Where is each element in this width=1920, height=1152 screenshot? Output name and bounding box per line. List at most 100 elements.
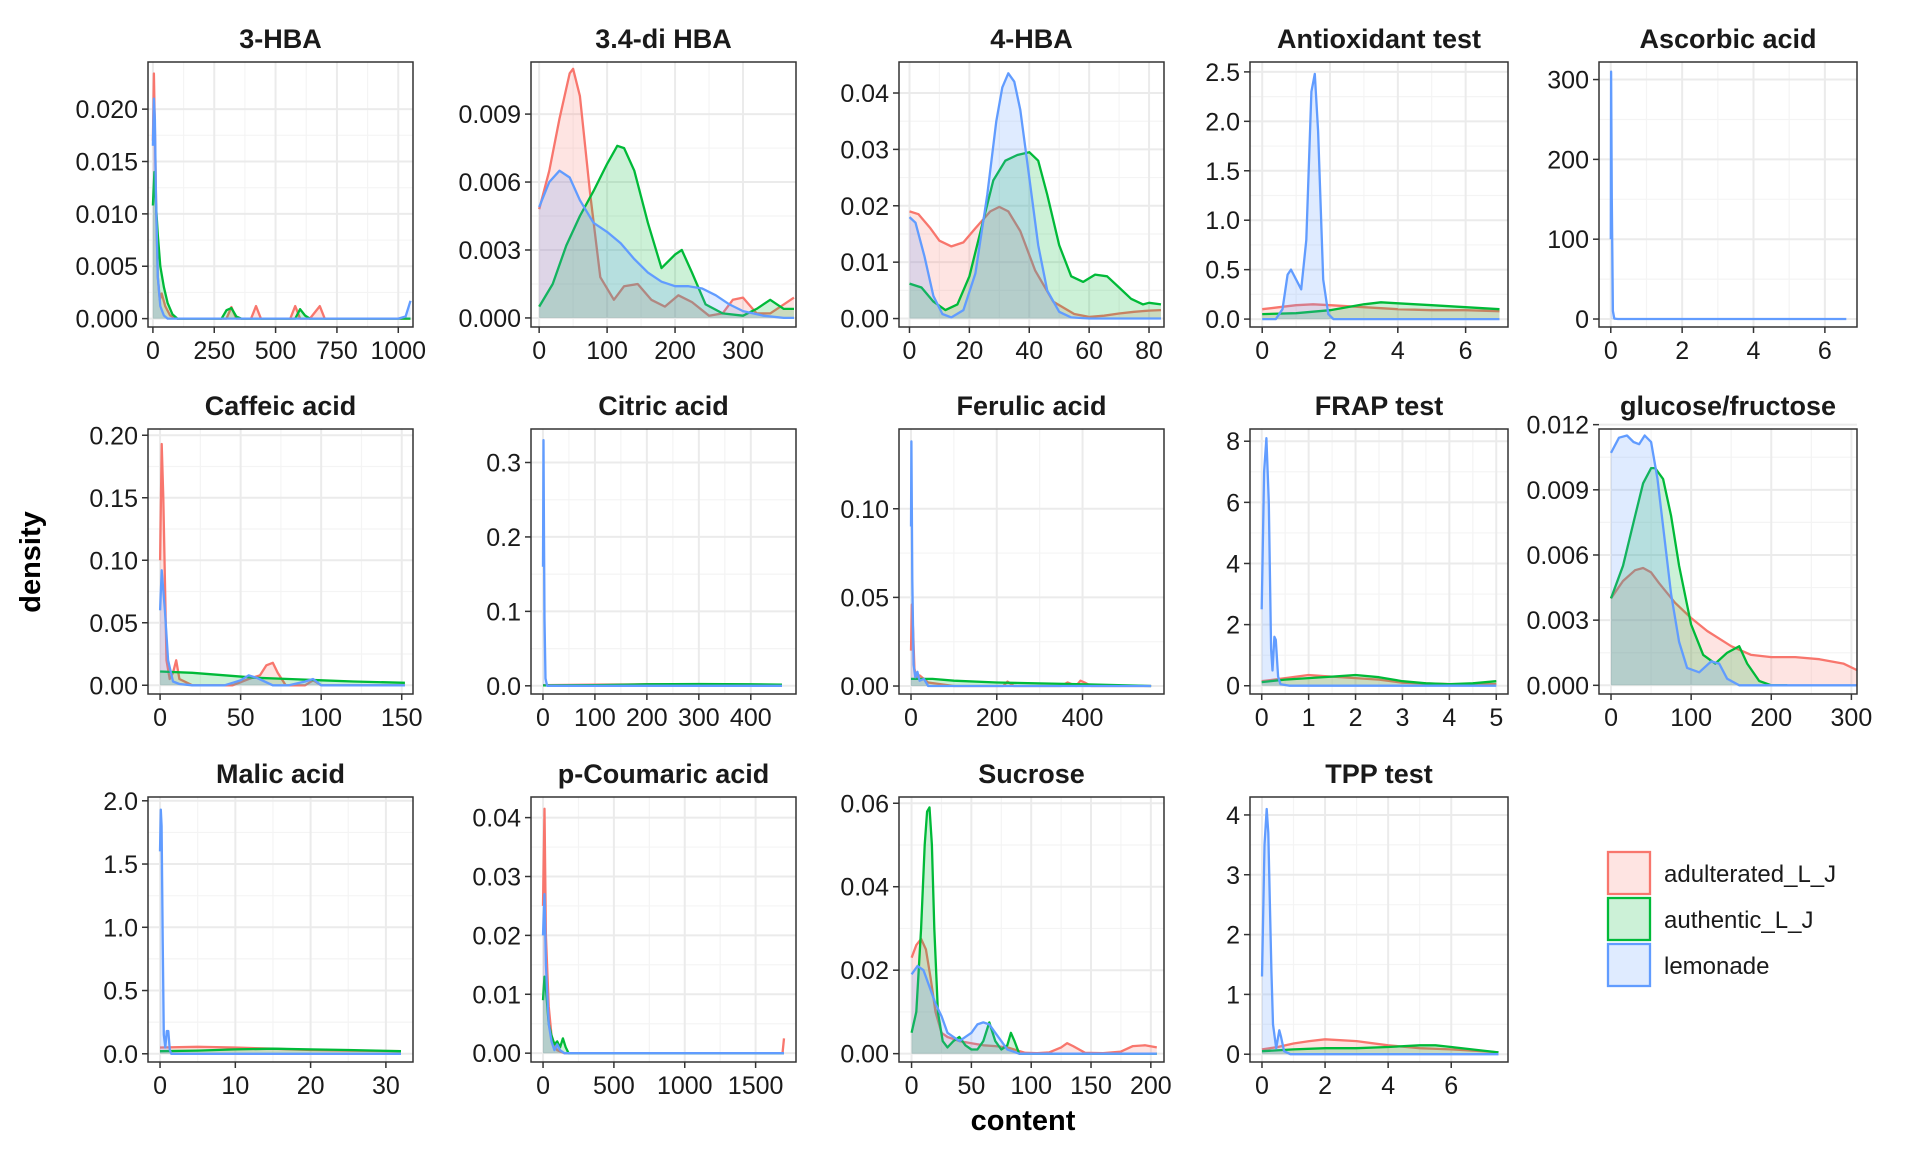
density-area-authentic-l-j — [1262, 1045, 1499, 1055]
panel-title: Caffeic acid — [205, 391, 357, 421]
density-line-authentic-l-j — [910, 806, 1157, 1055]
y-tick-label: 0.000 — [1526, 672, 1589, 700]
density-line-authentic-l-j — [160, 670, 405, 684]
x-tick-label: 400 — [1062, 704, 1104, 732]
panel-ferulic-acid: 0 200 400 0.00 0.05 0.10 Ferulic acid — [840, 391, 1165, 732]
y-tick-label: 1.0 — [103, 914, 138, 942]
x-tick-label: 200 — [1750, 704, 1792, 732]
x-tick-label: 20 — [955, 337, 983, 365]
y-tick-label: 8 — [1226, 428, 1240, 456]
y-tick-label: 0.05 — [840, 584, 889, 612]
density-line-lemonade — [538, 169, 794, 320]
y-tick-label: 0.009 — [1526, 477, 1589, 505]
x-tick-label: 0 — [146, 337, 160, 365]
series-group — [910, 806, 1157, 1055]
y-tick-label: 0.03 — [472, 864, 521, 892]
y-tick-label: 1.0 — [1205, 207, 1240, 235]
density-area-authentic-l-j — [909, 152, 1161, 319]
y-tick-label: 0.20 — [89, 422, 138, 450]
panel-border — [147, 61, 414, 328]
y-tick-label: 1 — [1226, 981, 1240, 1009]
y-tick-label: 300 — [1547, 67, 1589, 95]
x-tick-label: 1 — [1302, 704, 1316, 732]
density-line-authentic-l-j — [1262, 301, 1500, 316]
density-line-adulterated-l-j — [158, 442, 405, 687]
x-tick-label: 3 — [1396, 704, 1410, 732]
x-tick-label: 100 — [1010, 1072, 1052, 1100]
y-tick-label: 0.10 — [89, 547, 138, 575]
x-tick-label: 300 — [722, 337, 764, 365]
x-tick-label: 0 — [1255, 1072, 1269, 1100]
panel-title: p-Coumaric acid — [558, 759, 770, 789]
panel-border — [147, 428, 414, 695]
density-line-authentic-l-j — [1261, 1044, 1499, 1054]
y-tick-label: 0.0 — [1205, 306, 1240, 334]
x-tick-label: 750 — [316, 337, 358, 365]
y-tick-label: 200 — [1547, 146, 1589, 174]
panel-antioxidant-test: 0 2 4 6 0.0 0.5 1.0 1.5 2.0 2.5 Antioxidant test — [1205, 24, 1509, 365]
y-tick-label: 0.003 — [458, 237, 521, 265]
density-line-lemonade — [1260, 807, 1499, 1056]
x-tick-label: 0 — [536, 1072, 550, 1100]
x-tick-label: 0 — [536, 704, 550, 732]
panel-border — [1249, 61, 1509, 328]
y-tick-label: 0.00 — [840, 306, 889, 334]
density-area-adulterated-l-j — [539, 68, 794, 318]
panel-ascorbic-acid: 0 2 4 6 0 100 200 300 Ascorbic acid — [1547, 24, 1858, 365]
panel-tpp-test: 0 2 4 6 0 1 2 3 4 TPP test — [1226, 759, 1509, 1100]
x-tick-label: 0 — [153, 1072, 167, 1100]
y-tick-label: 0.005 — [75, 253, 138, 281]
y-tick-label: 4 — [1226, 550, 1240, 578]
density-area-lemonade — [909, 73, 1161, 319]
x-tick-label: 5 — [1489, 704, 1503, 732]
x-tick-label: 20 — [297, 1072, 325, 1100]
density-line-adulterated-l-j — [909, 205, 1162, 319]
density-line-lemonade — [910, 964, 1157, 1055]
y-tick-label: 0.1 — [486, 598, 521, 626]
x-tick-label: 2 — [1349, 704, 1363, 732]
panel-border — [1598, 428, 1858, 695]
y-tick-label: 0.020 — [75, 96, 138, 124]
y-tick-label: 0.00 — [840, 1041, 889, 1069]
panel-title: glucose/fructose — [1620, 391, 1836, 421]
y-tick-label: 0.0 — [103, 1041, 138, 1069]
y-tick-label: 0.00 — [472, 1040, 521, 1068]
panel-background — [1599, 429, 1857, 694]
panel-background — [899, 429, 1164, 694]
x-tick-label: 4 — [1442, 704, 1456, 732]
density-line-adulterated-l-j — [538, 67, 795, 317]
legend: adulterated_L_J authentic_L_J lemonade — [1606, 850, 1836, 988]
legend-label-adulterated-l-j: adulterated_L_J — [1664, 861, 1836, 888]
density-line-authentic-l-j — [159, 1047, 402, 1053]
panel-title: TPP test — [1325, 759, 1433, 789]
x-tick-label: 1500 — [728, 1072, 784, 1100]
y-tick-label: 0.2 — [486, 524, 521, 552]
y-tick-label: 4 — [1226, 802, 1240, 830]
density-line-authentic-l-j — [541, 975, 784, 1055]
y-tick-label: 0.02 — [840, 193, 889, 221]
x-tick-label: 1000 — [370, 337, 426, 365]
series-group — [1262, 72, 1500, 321]
panel-title: Malic acid — [216, 759, 345, 789]
x-tick-label: 50 — [957, 1072, 985, 1100]
x-tick-label: 0 — [903, 337, 917, 365]
y-tick-label: 0.10 — [840, 496, 889, 524]
density-area-authentic-l-j — [911, 678, 1152, 686]
series-group — [541, 439, 783, 687]
x-tick-label: 6 — [1459, 337, 1473, 365]
density-line-authentic-l-j — [911, 677, 1152, 688]
x-tick-label: 80 — [1135, 337, 1163, 365]
density-line-lemonade — [1609, 70, 1847, 321]
y-tick-label: 1.5 — [103, 851, 138, 879]
panel-p-coumaric-acid: 0 500 1000 1500 0.00 0.01 0.02 0.03 0.04 p-Coumar… — [472, 759, 797, 1100]
series-group — [158, 808, 402, 1055]
panel-title: Ascorbic acid — [1639, 24, 1816, 54]
y-tick-label: 2.0 — [1205, 108, 1240, 136]
y-tick-label: 2 — [1226, 612, 1240, 640]
panel-background — [1599, 62, 1857, 327]
series-group — [1609, 434, 1857, 687]
panel-3-4-di-hba: 0 100 200 300 0.000 0.003 0.006 0.009 3.4-di HBA — [458, 24, 797, 365]
x-tick-label: 0 — [153, 704, 167, 732]
panel-sucrose: 0 50 100 150 200 0.00 0.02 0.04 0.06 Sucrose — [840, 759, 1171, 1100]
